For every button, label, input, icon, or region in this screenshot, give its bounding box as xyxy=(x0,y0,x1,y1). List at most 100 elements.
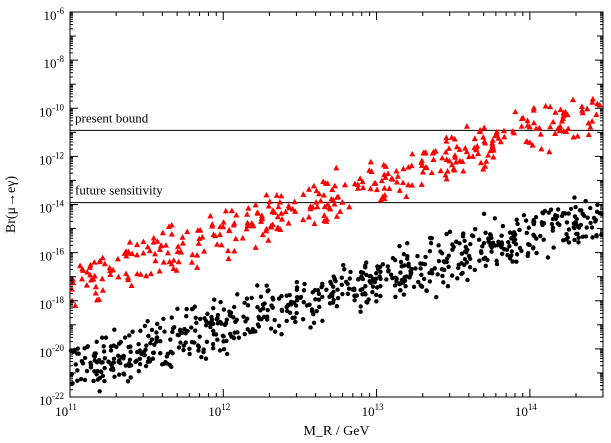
upper-band-point xyxy=(91,259,98,265)
upper-band-point xyxy=(156,267,163,274)
upper-band-point xyxy=(418,181,425,187)
lower-band-point xyxy=(298,294,304,300)
lower-band-point xyxy=(301,288,307,293)
lower-band-point xyxy=(374,292,379,298)
lower-band-point xyxy=(127,357,133,363)
lower-band-point xyxy=(385,264,391,269)
upper-band-point xyxy=(286,204,293,211)
lower-band-point xyxy=(145,318,150,324)
lower-band-point xyxy=(265,317,270,322)
lower-band-point xyxy=(507,230,513,235)
lower-band-point xyxy=(514,217,519,222)
lower-band-point xyxy=(465,247,470,252)
lower-band-point xyxy=(427,235,433,241)
upper-band-point xyxy=(77,262,84,269)
lower-band-point xyxy=(270,305,275,310)
lower-band-point xyxy=(397,281,403,286)
lower-band-point xyxy=(514,252,520,257)
upper-band-point xyxy=(493,128,500,135)
upper-band-point xyxy=(79,265,86,272)
upper-band-point xyxy=(134,241,141,248)
upper-band-point xyxy=(393,167,400,174)
lower-band-point xyxy=(75,378,80,383)
lower-band-point xyxy=(143,347,148,352)
upper-band-point xyxy=(480,134,487,140)
lower-band-point xyxy=(97,389,102,394)
x-tick-label: 1014 xyxy=(515,402,538,419)
upper-band-point xyxy=(92,283,99,290)
upper-band-point xyxy=(157,242,165,249)
lower-band-point xyxy=(265,307,270,313)
lower-band-point xyxy=(405,256,410,261)
upper-band-point xyxy=(475,150,482,157)
upper-band-point xyxy=(474,143,481,149)
upper-band-point xyxy=(463,123,470,129)
lower-band-point xyxy=(249,295,254,301)
upper-band-point xyxy=(448,161,456,168)
upper-band-point xyxy=(556,127,563,134)
lower-band-point xyxy=(494,258,499,264)
lower-band-point xyxy=(459,251,465,256)
upper-band-point xyxy=(451,152,458,158)
upper-band-point xyxy=(346,203,353,210)
lower-band-point xyxy=(203,356,209,361)
upper-band-point xyxy=(150,234,157,241)
lower-band-point xyxy=(564,231,569,237)
lower-band-point xyxy=(276,296,282,301)
lower-band-point xyxy=(468,241,473,247)
upper-band-point xyxy=(331,200,338,207)
upper-band-point xyxy=(313,199,320,205)
lower-band-point xyxy=(284,318,289,324)
y-tick-labels: 10-22 10-20 10-18 10-16 10-14 10-12 10-10 10-8 1… xyxy=(39,6,64,408)
lower-band-point xyxy=(102,365,107,371)
lower-band-point xyxy=(371,276,376,282)
lower-band-point xyxy=(348,269,353,275)
lower-band-point xyxy=(221,339,226,344)
lower-band-point xyxy=(109,363,114,368)
lower-band-point xyxy=(419,272,424,277)
upper-band-point xyxy=(451,135,458,142)
lower-band-point xyxy=(524,230,530,236)
lower-band-point xyxy=(316,297,322,302)
lower-band-point xyxy=(92,354,98,359)
lower-band-point xyxy=(224,351,230,357)
lower-band-point xyxy=(378,293,383,299)
upper-band-point xyxy=(547,103,554,110)
upper-band-point xyxy=(228,207,235,214)
upper-band-point xyxy=(225,247,232,254)
upper-band-point xyxy=(207,212,214,219)
y-tick-label: 10-10 xyxy=(39,102,64,119)
upper-band-point xyxy=(558,118,566,124)
lower-band-point xyxy=(594,234,599,239)
lower-band-point xyxy=(126,344,131,350)
lower-band-point xyxy=(421,276,427,282)
lower-band-point xyxy=(293,319,298,325)
upper-band-point xyxy=(140,238,147,245)
lower-band-point xyxy=(571,225,576,230)
upper-band-point xyxy=(530,119,537,126)
upper-band-point xyxy=(311,220,318,227)
lower-band-point xyxy=(294,285,300,290)
lower-band-point xyxy=(149,327,155,333)
lower-band-point xyxy=(393,294,398,300)
lower-band-point xyxy=(364,272,369,278)
lower-band-point xyxy=(538,233,543,239)
upper-band-point xyxy=(188,259,195,265)
lower-band-point xyxy=(551,245,556,250)
lower-band-point xyxy=(550,228,556,233)
upper-band-point xyxy=(320,191,327,198)
upper-band-point xyxy=(584,105,591,112)
lower-band-point xyxy=(209,314,214,320)
upper-band-point xyxy=(231,220,238,226)
upper-band-point xyxy=(107,271,114,278)
lower-band-point xyxy=(320,318,325,324)
lower-band-point xyxy=(103,335,109,340)
lower-band-point xyxy=(370,289,375,295)
upper-band-point xyxy=(320,178,327,184)
lower-band-point xyxy=(499,251,505,256)
lower-band-point xyxy=(136,368,142,374)
upper-band-point xyxy=(408,162,415,169)
upper-band-point xyxy=(313,187,320,194)
upper-band-point xyxy=(443,156,450,163)
lower-band-point xyxy=(82,355,88,361)
